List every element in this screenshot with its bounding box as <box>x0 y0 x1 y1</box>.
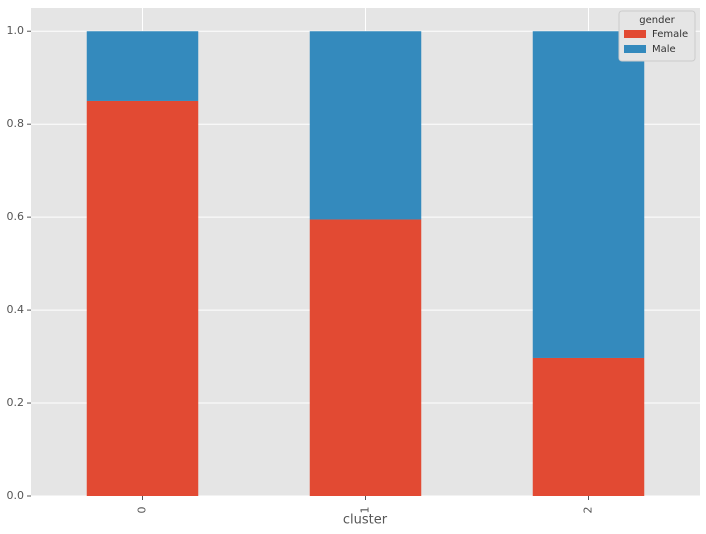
bar-segment <box>532 31 645 358</box>
x-tick-label: 2 <box>582 507 595 514</box>
x-tick-label: 0 <box>136 507 149 514</box>
y-tick-label: 0.8 <box>7 117 25 130</box>
legend-label: Female <box>652 29 688 40</box>
legend-swatch <box>624 45 646 53</box>
legend-swatch <box>624 30 646 38</box>
y-tick-label: 1.0 <box>7 24 25 37</box>
y-tick-label: 0.0 <box>7 489 25 502</box>
bar-segment <box>309 31 422 220</box>
bar-segment <box>532 357 645 496</box>
y-tick-label: 0.4 <box>7 303 25 316</box>
x-axis-label: cluster <box>343 513 388 528</box>
bar-segment <box>86 31 199 101</box>
legend-title: gender <box>639 15 675 26</box>
bar-segment <box>309 219 422 496</box>
bar-segment <box>86 100 199 496</box>
y-tick-label: 0.6 <box>7 210 25 223</box>
legend-label: Male <box>652 44 676 55</box>
x-tick-label: 1 <box>359 507 372 514</box>
y-tick-label: 0.2 <box>7 396 25 409</box>
